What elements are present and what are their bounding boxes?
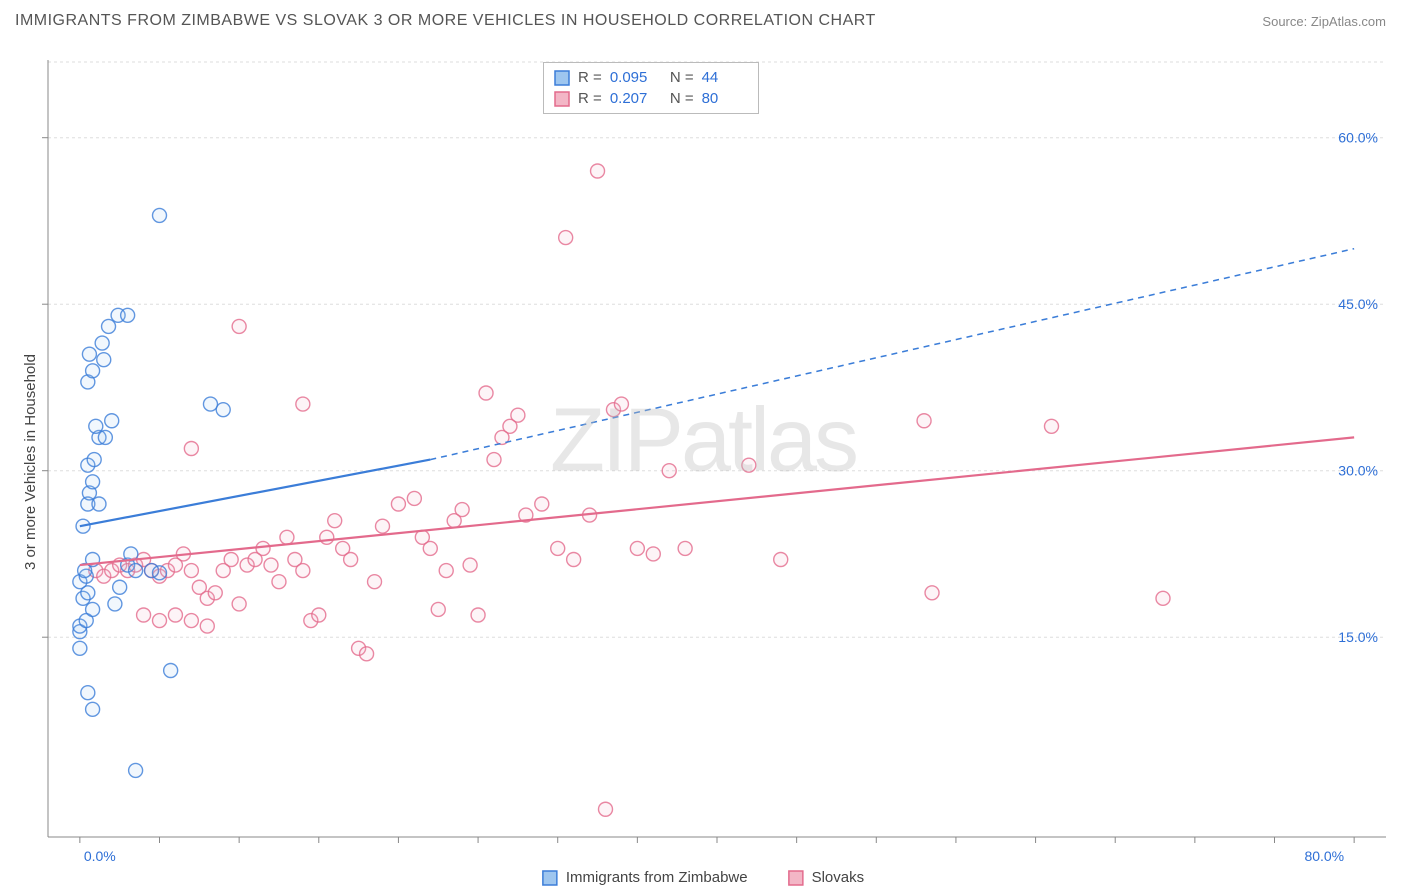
scatter-plot: 0.0% 80.0% 15.0% 30.0% 45.0% 60.0%: [0, 0, 1406, 892]
stat-legend-row: R =0.095N =44: [554, 67, 748, 88]
legend-item-zimbabwe: Immigrants from Zimbabwe: [542, 869, 748, 886]
svg-text:30.0%: 30.0%: [1338, 463, 1378, 479]
svg-text:45.0%: 45.0%: [1338, 296, 1378, 312]
svg-text:80.0%: 80.0%: [1304, 848, 1344, 864]
legend-swatch-icon: [788, 870, 804, 886]
chart-title: IMMIGRANTS FROM ZIMBABWE VS SLOVAK 3 OR …: [15, 12, 876, 30]
series-legend: Immigrants from Zimbabwe Slovaks: [542, 869, 864, 886]
correlation-legend: R =0.095N =44R =0.207N =80: [543, 62, 759, 114]
legend-label: Immigrants from Zimbabwe: [566, 869, 748, 886]
source-label: Source: ZipAtlas.com: [1262, 14, 1386, 29]
svg-text:0.0%: 0.0%: [84, 848, 116, 864]
source-link[interactable]: ZipAtlas.com: [1311, 14, 1386, 29]
stat-legend-row: R =0.207N =80: [554, 88, 748, 109]
y-axis-label: 3 or more Vehicles in Household: [22, 354, 39, 570]
svg-text:60.0%: 60.0%: [1338, 130, 1378, 146]
legend-label: Slovaks: [812, 869, 865, 886]
legend-swatch-icon: [542, 870, 558, 886]
svg-text:15.0%: 15.0%: [1338, 629, 1378, 645]
legend-item-slovaks: Slovaks: [788, 869, 865, 886]
chart-container: IMMIGRANTS FROM ZIMBABWE VS SLOVAK 3 OR …: [0, 0, 1406, 892]
